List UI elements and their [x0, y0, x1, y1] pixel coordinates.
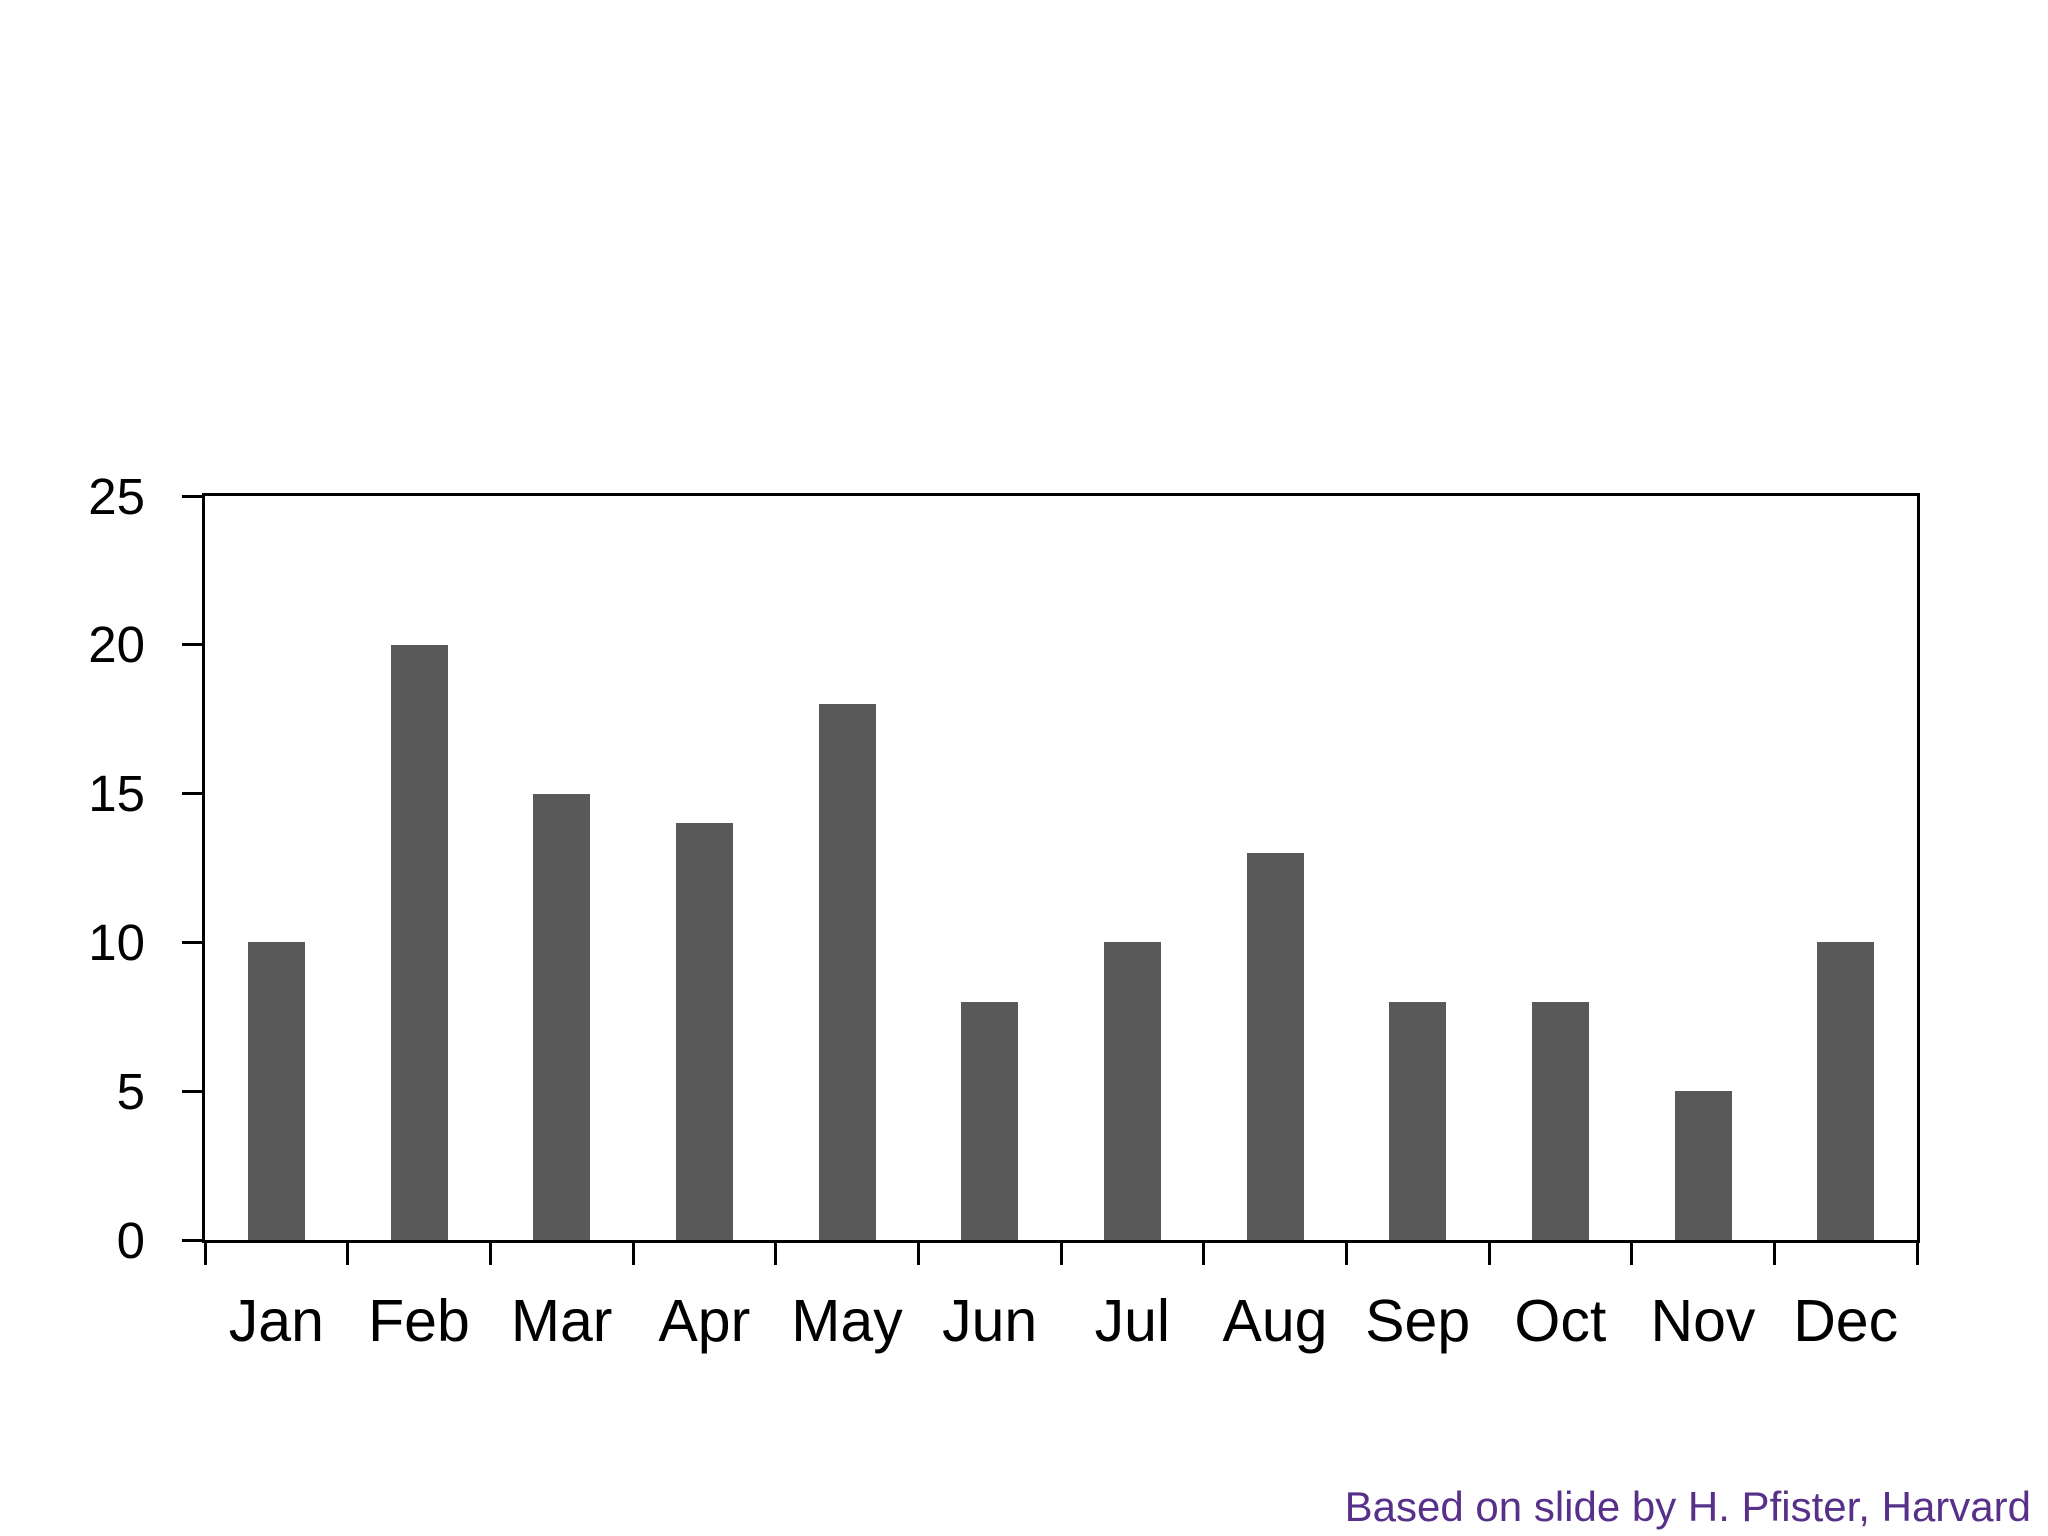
plot-area: 0 5 10 15 20 25 Jan Feb Mar Apr May Jun Jul Aug Sep Oct…: [88, 471, 1920, 1351]
bar: [1103, 942, 1161, 1240]
y-tick-label: 15: [88, 765, 145, 823]
y-tick-label: 10: [88, 913, 145, 971]
y-axis-tick: [182, 1089, 202, 1093]
y-axis-tick: [182, 494, 202, 498]
x-axis-tick: [1915, 1243, 1919, 1265]
x-axis-label: Nov: [1650, 1288, 1756, 1354]
y-axis-tick: [182, 643, 202, 647]
x-axis-tick: [1487, 1243, 1491, 1265]
attribution-caption: Based on slide by H. Pfister, Harvard: [1344, 1483, 2031, 1530]
x-axis-label: Sep: [1365, 1288, 1471, 1354]
x-axis-tick: [203, 1243, 207, 1265]
bar: [1531, 1001, 1589, 1240]
bar: [1674, 1091, 1732, 1240]
bar: [1246, 853, 1304, 1240]
x-axis-label: Jun: [942, 1288, 1038, 1354]
bar: [533, 793, 591, 1240]
bar: [247, 942, 305, 1240]
x-axis-tick: [916, 1243, 920, 1265]
x-axis-label: Aug: [1222, 1288, 1328, 1354]
x-axis-tick: [1059, 1243, 1063, 1265]
bar: [818, 704, 876, 1240]
x-axis-tick: [346, 1243, 350, 1265]
x-axis-label: May: [791, 1288, 903, 1354]
y-tick-label: 20: [88, 616, 145, 674]
x-axis-tick: [488, 1243, 492, 1265]
x-axis-tick: [631, 1243, 635, 1265]
x-axis-label: Oct: [1514, 1288, 1607, 1354]
x-axis-tick: [1344, 1243, 1348, 1265]
y-axis-tick: [182, 792, 202, 796]
x-axis-label: Jul: [1094, 1288, 1171, 1354]
bar: [1817, 942, 1875, 1240]
x-axis-label: Mar: [510, 1288, 613, 1354]
x-axis-label: Apr: [658, 1288, 751, 1354]
x-axis-tick: [1630, 1243, 1634, 1265]
x-axis-label: Jan: [228, 1288, 324, 1354]
y-tick-label: 0: [116, 1211, 145, 1269]
bar: [390, 644, 448, 1240]
y-axis-tick: [182, 940, 202, 944]
x-axis-tick: [1202, 1243, 1206, 1265]
y-tick-label: 5: [116, 1062, 145, 1120]
x-axis-label: Feb: [368, 1288, 470, 1354]
bar: [675, 823, 733, 1240]
x-axis-tick: [1772, 1243, 1776, 1265]
bar: [1389, 1001, 1447, 1240]
y-tick-label: 25: [88, 467, 145, 525]
x-axis-tick: [774, 1243, 778, 1265]
x-axis-label: Dec: [1793, 1288, 1899, 1354]
bar: [961, 1001, 1019, 1240]
y-axis-tick: [182, 1238, 202, 1242]
